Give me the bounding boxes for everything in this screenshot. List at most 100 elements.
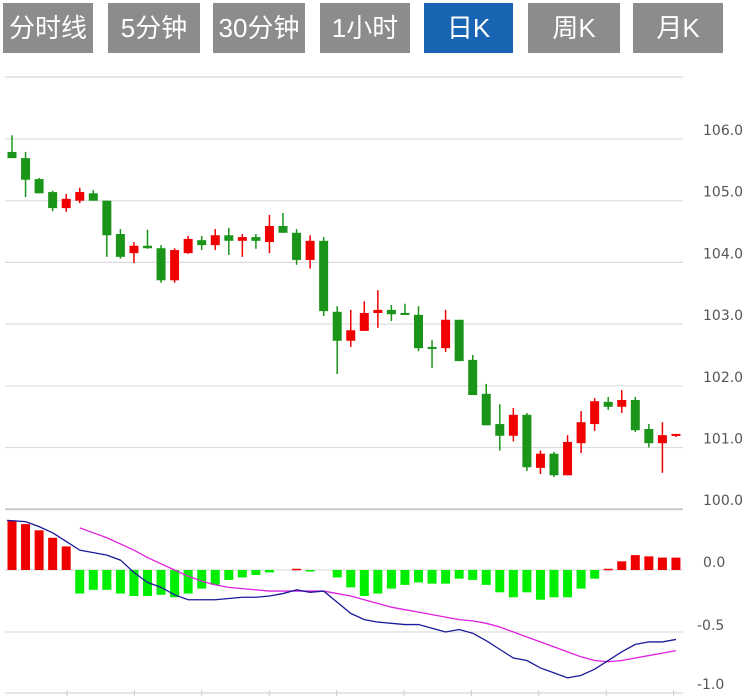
macd-histogram-bar xyxy=(170,570,180,598)
candle xyxy=(346,309,356,347)
candle-body xyxy=(237,237,247,241)
candle xyxy=(441,309,451,352)
tab-weekly-k[interactable]: 周K xyxy=(528,3,620,53)
price-tick-label: 103.0 xyxy=(703,308,743,324)
macd-histogram-bar xyxy=(549,570,559,598)
macd-tick-label: -1.0 xyxy=(697,677,724,693)
candle-body xyxy=(657,435,667,444)
macd-histogram-bar xyxy=(427,570,437,584)
candle xyxy=(115,229,125,259)
candle xyxy=(143,229,152,249)
candle-body xyxy=(644,428,654,444)
tab-1hour[interactable]: 1小时 xyxy=(320,3,410,53)
candle-body xyxy=(603,401,613,407)
price-tick-label: 100.0 xyxy=(703,493,743,509)
candle xyxy=(495,404,505,451)
macd-histogram-bar xyxy=(224,570,234,580)
macd-histogram-bar xyxy=(292,568,302,571)
candle xyxy=(590,398,600,431)
macd-histogram-bar xyxy=(576,570,586,589)
candle-body xyxy=(88,193,98,201)
candle-body xyxy=(346,330,356,341)
candle-body xyxy=(61,198,71,209)
candle-body xyxy=(102,200,112,236)
macd-histogram-bar xyxy=(657,557,667,570)
candle-body xyxy=(617,399,627,407)
candle xyxy=(48,190,58,212)
candle-body xyxy=(386,309,396,315)
candle-body xyxy=(115,234,125,257)
macd-histogram-bar xyxy=(603,568,613,571)
macd-histogram-bar xyxy=(102,570,112,590)
candle xyxy=(210,229,220,251)
candle-body xyxy=(305,240,315,260)
candle-body xyxy=(292,232,302,260)
price-tick-label: 105.0 xyxy=(703,185,743,201)
candle xyxy=(292,229,302,265)
tab-daily-k[interactable]: 日K xyxy=(424,3,513,53)
candle-body xyxy=(671,433,681,436)
candle xyxy=(414,306,423,352)
candle-body xyxy=(481,393,491,426)
price-tick-label: 106.0 xyxy=(703,123,743,139)
candle xyxy=(21,151,31,197)
candle xyxy=(251,234,261,249)
candle-body xyxy=(549,453,559,476)
macd-tick-label: 0.0 xyxy=(703,555,725,571)
macd-histogram-bar xyxy=(495,570,505,593)
candle-body xyxy=(373,309,383,313)
candle-body xyxy=(414,314,423,349)
candle-body xyxy=(251,237,261,241)
candle xyxy=(305,235,315,269)
candle xyxy=(671,433,681,438)
macd-histogram-bar xyxy=(522,570,532,593)
tab-monthly-k[interactable]: 月K xyxy=(633,3,723,53)
macd-histogram-bar xyxy=(468,570,478,580)
tab-time-share[interactable]: 分时线 xyxy=(3,3,93,53)
tab-5min[interactable]: 5分钟 xyxy=(108,3,200,53)
candle-body xyxy=(156,248,166,281)
candle-body xyxy=(441,319,451,349)
candle-body xyxy=(359,312,369,331)
candle-body xyxy=(576,422,586,444)
candle xyxy=(359,301,369,331)
candle xyxy=(373,290,383,328)
macd-histogram-bar xyxy=(129,570,139,597)
price-tick-label: 102.0 xyxy=(703,370,743,386)
macd-histogram-bar xyxy=(481,570,491,585)
candle-body xyxy=(75,192,85,201)
candle xyxy=(170,248,180,283)
period-tabs: 分时线 5分钟 30分钟 1小时 日K 周K 月K xyxy=(0,0,751,56)
candle xyxy=(400,303,410,315)
price-tick-label: 104.0 xyxy=(703,246,743,262)
price-tick-label: 101.0 xyxy=(703,432,743,448)
candle-body xyxy=(522,414,532,468)
candle-body xyxy=(427,346,437,349)
candle-body xyxy=(400,312,410,315)
macd-tick-label: -0.5 xyxy=(697,618,724,634)
candle xyxy=(508,408,518,442)
macd-histogram-bar xyxy=(617,561,627,570)
tab-30min[interactable]: 30分钟 xyxy=(213,3,305,53)
candle-body xyxy=(563,441,573,476)
candle xyxy=(522,412,532,471)
macd-histogram-bar xyxy=(61,546,71,570)
candle-body xyxy=(129,245,139,254)
candle xyxy=(644,424,654,448)
candle xyxy=(576,411,586,454)
macd-histogram-bar xyxy=(454,570,464,579)
candle xyxy=(468,354,478,396)
candle-body xyxy=(224,235,234,241)
candle-body xyxy=(278,225,288,233)
macd-histogram-bar xyxy=(359,570,369,597)
candle xyxy=(264,214,274,254)
candle-body xyxy=(48,192,58,209)
candle-body xyxy=(21,158,31,180)
macd-histogram-bar xyxy=(671,557,681,570)
candle xyxy=(75,187,85,204)
candle-body xyxy=(535,453,545,468)
candle-body xyxy=(183,238,193,254)
candle-body xyxy=(170,250,180,281)
macd-histogram-bar xyxy=(400,570,410,585)
macd-histogram-bar xyxy=(210,570,220,585)
